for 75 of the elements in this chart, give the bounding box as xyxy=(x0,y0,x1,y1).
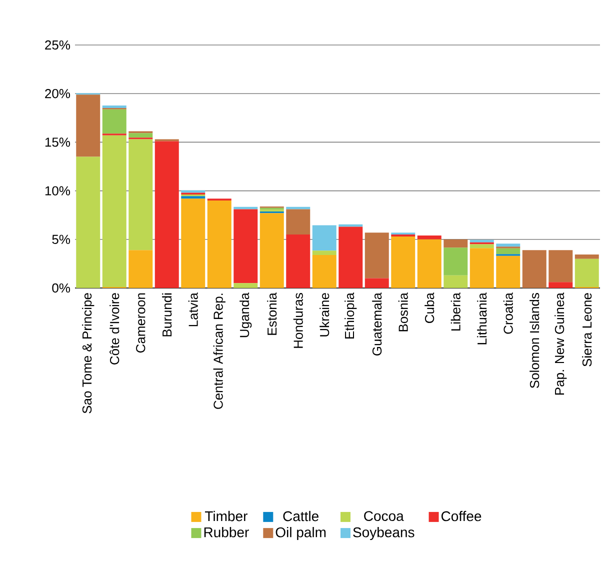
bar xyxy=(574,254,599,259)
bar xyxy=(286,206,310,210)
x-tick-label: Sierra Leone xyxy=(582,293,592,366)
x-tick-label: Burundi xyxy=(162,293,172,336)
bar xyxy=(364,232,389,278)
legend-label: Coffee xyxy=(441,510,482,522)
bar xyxy=(312,225,336,251)
bar xyxy=(260,213,284,288)
bar xyxy=(496,248,520,254)
y-tick-label: 15% xyxy=(45,138,70,147)
x-tick-label: Côte d'Ivoire xyxy=(110,293,120,364)
bar xyxy=(417,236,442,240)
legend-label: Rubber xyxy=(204,527,249,538)
x-tick-label: Ukraine xyxy=(320,293,330,336)
x-tick-label: Honduras xyxy=(293,293,303,348)
x-tick-label: Uganda xyxy=(240,292,252,338)
bar xyxy=(470,244,494,248)
bar xyxy=(470,240,494,242)
x-tick-label: Sao Tome & Principe xyxy=(82,293,94,414)
bar xyxy=(312,250,336,255)
legend-label: Cattle xyxy=(283,510,318,522)
x-tick-label: Bosnia xyxy=(398,292,408,332)
bar xyxy=(128,250,153,288)
x-tick-label: Cuba xyxy=(424,292,434,323)
bar xyxy=(496,244,520,247)
bar xyxy=(417,239,442,288)
bar xyxy=(444,248,468,276)
bar xyxy=(181,198,206,288)
bar xyxy=(338,226,363,288)
legend-label: Soybeans xyxy=(353,527,414,540)
bar xyxy=(522,250,546,288)
y-tick-label: 0% xyxy=(52,283,70,293)
x-tick-label: Central African Rep. xyxy=(213,294,226,409)
x-tick-label: Guatemala xyxy=(372,292,382,356)
bar xyxy=(312,254,336,288)
bar xyxy=(444,275,468,288)
bar xyxy=(548,282,573,288)
bar xyxy=(128,139,153,250)
bar xyxy=(444,239,468,248)
x-tick-label: Pap. New Guinea xyxy=(554,292,567,395)
y-tick-label: 10% xyxy=(45,186,70,196)
bar xyxy=(76,156,100,288)
x-tick-label: Cameroon xyxy=(136,293,146,353)
y-tick-label: 5% xyxy=(52,234,70,244)
bar xyxy=(154,141,179,288)
legend-label: Oil palm xyxy=(276,527,326,540)
legend-label: Timber xyxy=(204,510,248,522)
bar xyxy=(181,196,206,199)
x-tick-label: Latvia xyxy=(188,292,198,326)
x-tick-label: Solomon Islands xyxy=(530,293,540,388)
bar xyxy=(234,209,258,284)
x-tick-label: Ethiopia xyxy=(344,292,357,338)
bar xyxy=(207,200,232,288)
bar xyxy=(470,248,494,288)
bar xyxy=(234,283,258,288)
x-tick-label: Croatia xyxy=(503,292,513,334)
bar xyxy=(338,224,363,227)
bar xyxy=(128,133,153,138)
bar xyxy=(234,206,258,210)
x-tick-label: Liberia xyxy=(450,292,460,330)
y-tick-label: 25% xyxy=(45,40,70,50)
x-tick-label: Lithuania xyxy=(477,292,487,344)
bar xyxy=(286,209,310,235)
bar xyxy=(286,234,310,288)
bar xyxy=(391,236,416,288)
bar xyxy=(102,135,126,288)
bar xyxy=(76,94,100,157)
bar xyxy=(364,278,389,288)
bar xyxy=(574,258,599,288)
y-tick-label: 20% xyxy=(45,89,70,98)
x-tick-label: Estonia xyxy=(267,292,277,335)
legend-label: Cocoa xyxy=(364,511,404,522)
bar xyxy=(102,109,126,134)
bar xyxy=(548,250,573,282)
bar xyxy=(496,256,520,288)
